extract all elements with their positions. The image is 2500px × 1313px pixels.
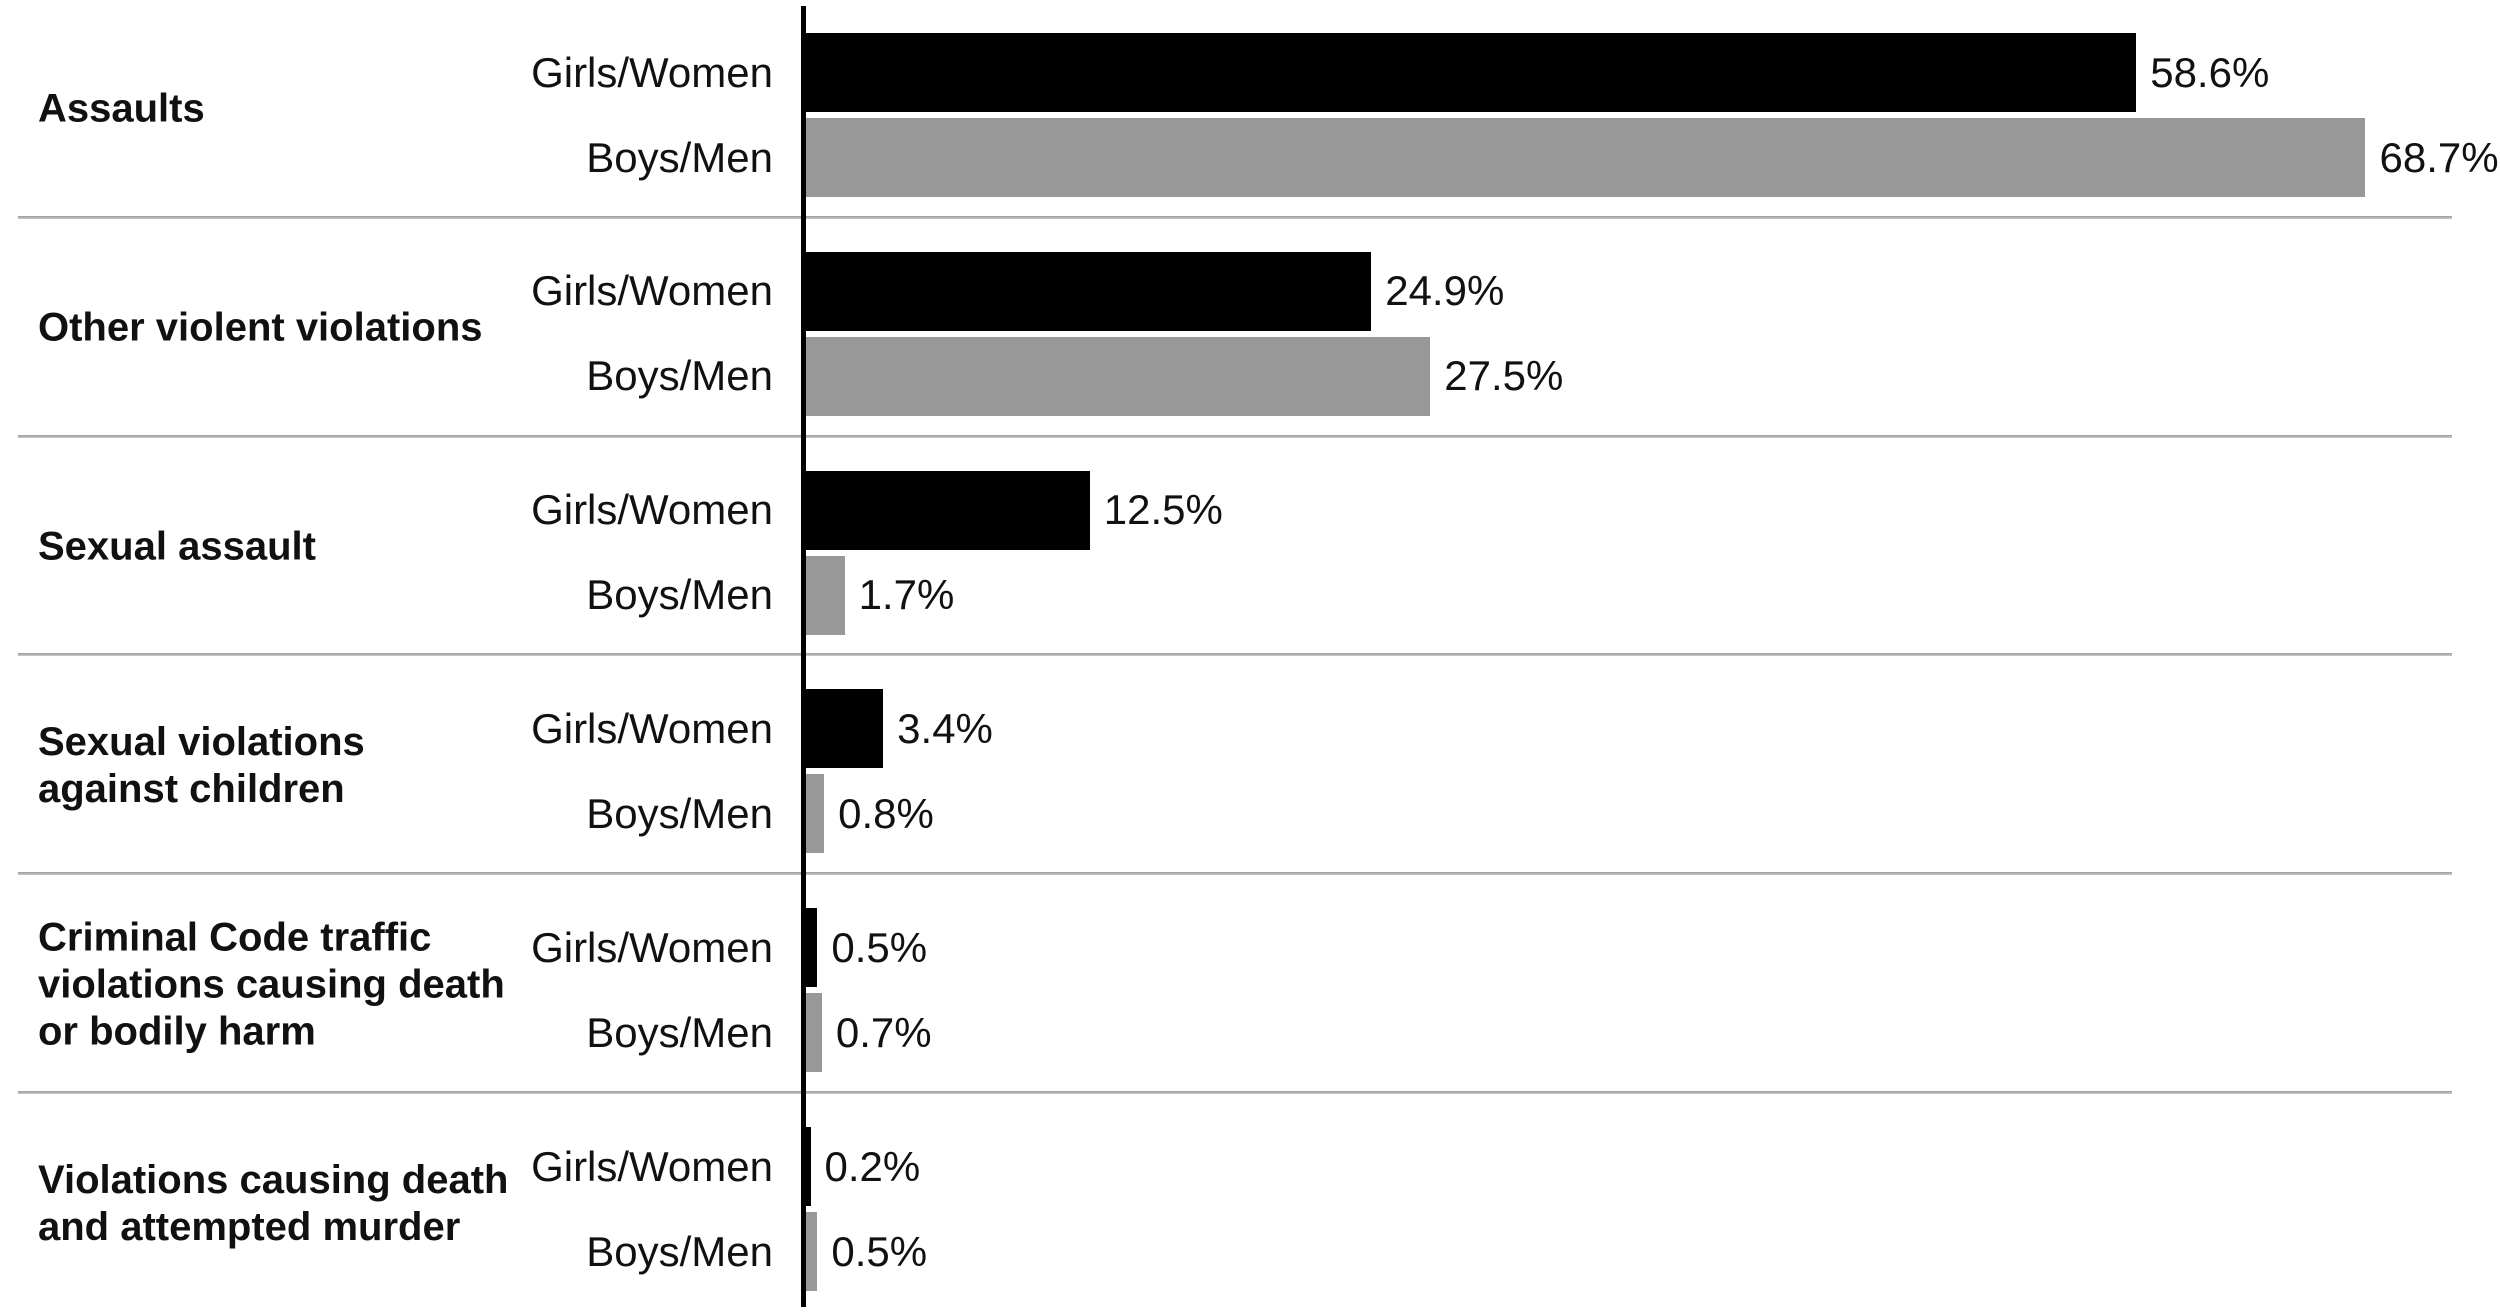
bar-row-girls-women: Girls/Women 58.6% [0, 33, 2500, 112]
band-separator [18, 872, 2452, 876]
series-label-boys-men: Boys/Men [586, 1008, 773, 1056]
bar-row-boys-men: Boys/Men 68.7% [0, 118, 2500, 197]
value-label-girls-women: 58.6% [2150, 48, 2270, 96]
series-label-boys-men: Boys/Men [586, 571, 773, 619]
series-label-girls-women: Girls/Women [531, 48, 773, 96]
band-separator [18, 653, 2452, 657]
bar-row-girls-women: Girls/Women 3.4% [0, 689, 2500, 769]
series-label-boys-men: Boys/Men [586, 133, 773, 181]
category-band: Sexual assault Girls/Women 12.5% Boys/Me… [0, 438, 2500, 657]
bar-girls-women [806, 251, 1372, 331]
bar-girls-women [806, 689, 884, 769]
bar-boys-men [806, 336, 1431, 416]
value-label-boys-men: 27.5% [1444, 352, 1564, 400]
bar-girls-women [806, 470, 1090, 550]
y-axis-line [801, 6, 806, 1307]
bar-row-girls-women: Girls/Women 12.5% [0, 470, 2500, 550]
bar-row-girls-women: Girls/Women 0.2% [0, 1127, 2500, 1207]
bar-row-boys-men: Boys/Men 0.8% [0, 774, 2500, 854]
series-label-girls-women: Girls/Women [531, 267, 773, 315]
bar-row-boys-men: Boys/Men 27.5% [0, 336, 2500, 416]
category-band: Other violent violations Girls/Women 24.… [0, 219, 2500, 438]
bar-row-boys-men: Boys/Men 1.7% [0, 555, 2500, 635]
value-label-boys-men: 0.5% [831, 1227, 928, 1275]
value-label-girls-women: 12.5% [1103, 486, 1223, 534]
category-label: Sexual violations against children [38, 719, 365, 811]
value-label-girls-women: 0.5% [831, 923, 928, 971]
category-label: Other violent violations [38, 305, 483, 350]
series-label-girls-women: Girls/Women [531, 1142, 773, 1190]
bar-girls-women [806, 33, 2137, 112]
bar-boys-men [806, 555, 845, 635]
bar-girls-women [806, 908, 818, 988]
bar-boys-men [806, 774, 825, 854]
series-label-girls-women: Girls/Women [531, 704, 773, 752]
value-label-boys-men: 0.8% [838, 789, 934, 837]
value-label-girls-women: 0.2% [824, 1142, 921, 1190]
value-label-boys-men: 1.7% [858, 571, 955, 619]
bar-boys-men [806, 1212, 818, 1292]
series-label-boys-men: Boys/Men [586, 1227, 773, 1275]
category-label: Criminal Code traffic violations causing… [38, 915, 505, 1054]
bar-girls-women [806, 1127, 811, 1207]
value-label-girls-women: 24.9% [1385, 267, 1505, 315]
band-separator [18, 1091, 2452, 1095]
value-label-girls-women: 3.4% [897, 704, 993, 752]
bar-boys-men [806, 118, 2366, 197]
value-label-boys-men: 68.7% [2379, 133, 2499, 181]
bar-boys-men [806, 993, 822, 1073]
category-label: Violations causing death and attempted m… [38, 1157, 509, 1249]
bar-row-girls-women: Girls/Women 0.5% [0, 908, 2500, 988]
band-separator [18, 215, 2452, 219]
series-label-girls-women: Girls/Women [531, 923, 773, 971]
category-band: Violations causing death and attempted m… [0, 1094, 2500, 1313]
category-band: Criminal Code traffic violations causing… [0, 875, 2500, 1095]
series-label-boys-men: Boys/Men [586, 789, 773, 837]
value-label-boys-men: 0.7% [835, 1008, 932, 1056]
series-label-boys-men: Boys/Men [586, 352, 773, 400]
category-label: Assaults [38, 86, 205, 131]
category-band: Assaults Girls/Women 58.6% Boys/Men 68.7… [0, 0, 2500, 219]
category-label: Sexual assault [38, 524, 316, 569]
bar-row-boys-men: Boys/Men 0.7% [0, 993, 2500, 1073]
band-separator [18, 434, 2452, 438]
bar-row-boys-men: Boys/Men 0.5% [0, 1212, 2500, 1292]
category-band: Sexual violations against children Girls… [0, 656, 2500, 876]
bar-row-girls-women: Girls/Women 24.9% [0, 251, 2500, 331]
series-label-girls-women: Girls/Women [531, 486, 773, 534]
